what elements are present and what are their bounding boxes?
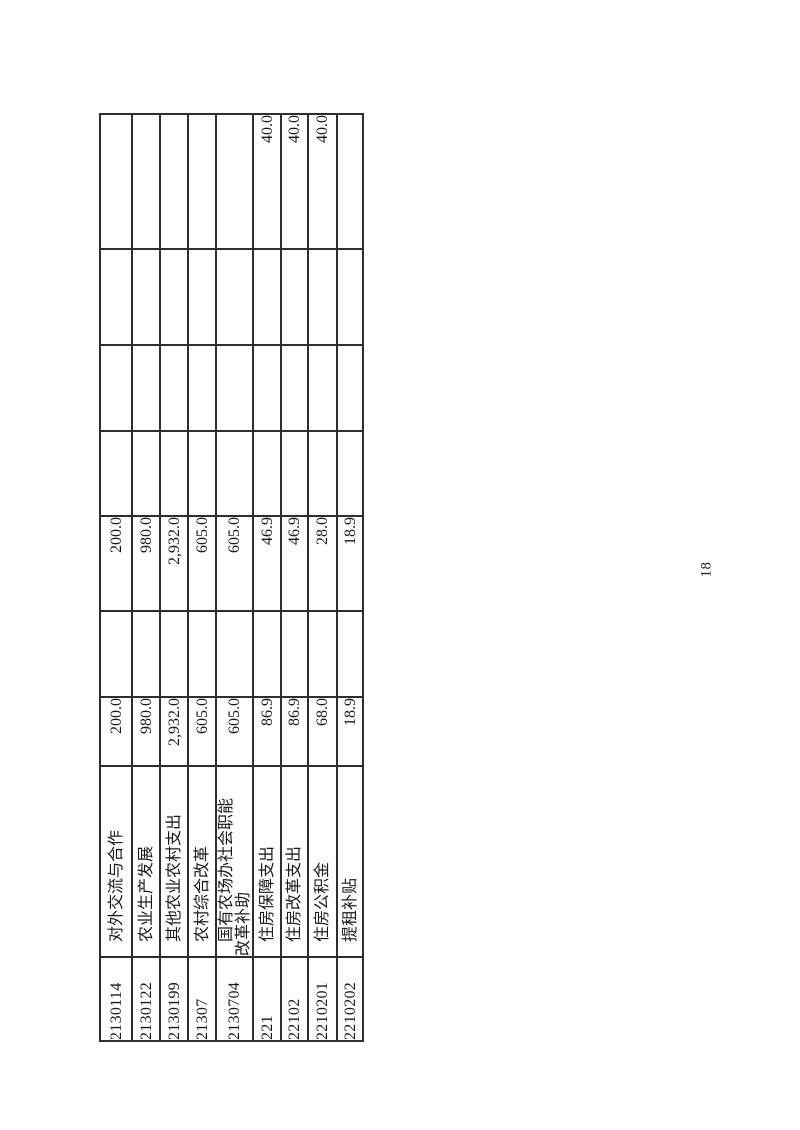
budget-amount-cell: 46.9 (281, 516, 308, 611)
budget-amount-cell: 86.9 (281, 697, 308, 766)
empty-cell (160, 611, 188, 697)
empty-cell (132, 611, 160, 697)
empty-cell (100, 431, 132, 516)
empty-cell (216, 611, 253, 697)
budget-amount-cell: 200.0 (100, 516, 132, 611)
table-row: 22102 住房改革支出 86.9 46.9 40.0 (281, 114, 308, 1041)
empty-cell (132, 114, 160, 249)
table-row: 2130114 对外交流与合作 200.0 200.0 (100, 114, 132, 1041)
empty-cell (308, 345, 337, 431)
budget-amount-cell: 28.0 (308, 516, 337, 611)
budget-amount-cell: 605.0 (216, 697, 253, 766)
budget-amount-cell: 2,932.0 (160, 697, 188, 766)
budget-name-cell: 提租补贴 (337, 766, 363, 957)
empty-cell (281, 249, 308, 345)
budget-code-cell: 21307 (188, 957, 216, 1041)
empty-cell (160, 431, 188, 516)
budget-amount-cell: 18.9 (337, 697, 363, 766)
budget-code-cell: 2210202 (337, 957, 363, 1041)
table-row: 21307 农村综合改革 605.0 605.0 (188, 114, 216, 1041)
empty-cell (188, 249, 216, 345)
empty-cell (160, 345, 188, 431)
empty-cell (216, 114, 253, 249)
empty-cell (188, 431, 216, 516)
budget-amount-cell: 605.0 (188, 697, 216, 766)
empty-cell (337, 611, 363, 697)
empty-cell (253, 431, 281, 516)
budget-amount-cell: 18.9 (337, 516, 363, 611)
empty-cell (308, 431, 337, 516)
rotated-budget-table-container: 2130114 对外交流与合作 200.0 200.0 2130122 农业生产发展 980… (99, 113, 364, 1042)
budget-amount-cell: 86.9 (253, 697, 281, 766)
empty-cell (337, 114, 363, 249)
empty-cell (337, 345, 363, 431)
empty-cell (253, 611, 281, 697)
budget-name-cell: 对外交流与合作 (100, 766, 132, 957)
table-row: 2130704 国有农场办社会职能 改革补助 605.0 605.0 (216, 114, 253, 1041)
empty-cell (216, 249, 253, 345)
table-row: 2210201 住房公积金 68.0 28.0 40.0 (308, 114, 337, 1041)
empty-cell (132, 345, 160, 431)
budget-amount-cell: 46.9 (253, 516, 281, 611)
empty-cell (100, 249, 132, 345)
budget-code-cell: 221 (253, 957, 281, 1041)
budget-code-cell: 2130122 (132, 957, 160, 1041)
budget-code-cell: 2130199 (160, 957, 188, 1041)
budget-name-cell: 住房保障支出 (253, 766, 281, 957)
table-row: 2130199 其他农业农村支出 2,932.0 2,932.0 (160, 114, 188, 1041)
empty-cell (132, 249, 160, 345)
empty-cell (188, 611, 216, 697)
budget-amount-cell: 605.0 (188, 516, 216, 611)
empty-cell (337, 431, 363, 516)
budget-code-cell: 2210201 (308, 957, 337, 1041)
empty-cell (253, 249, 281, 345)
budget-name-cell: 住房改革支出 (281, 766, 308, 957)
page-number-container: 18 (694, 556, 720, 582)
empty-cell (337, 249, 363, 345)
budget-amount-cell: 980.0 (132, 516, 160, 611)
empty-cell (100, 611, 132, 697)
table-row: 2210202 提租补贴 18.9 18.9 (337, 114, 363, 1041)
budget-amount-cell: 200.0 (100, 697, 132, 766)
empty-cell (100, 114, 132, 249)
empty-cell (253, 345, 281, 431)
budget-amount-cell: 605.0 (216, 516, 253, 611)
budget-amount-cell: 68.0 (308, 697, 337, 766)
empty-cell (100, 345, 132, 431)
budget-name-cell: 农业生产发展 (132, 766, 160, 957)
budget-name-cell: 国有农场办社会职能 改革补助 (216, 766, 253, 957)
empty-cell (188, 345, 216, 431)
budget-name-cell: 住房公积金 (308, 766, 337, 957)
empty-cell (281, 611, 308, 697)
budget-amount-cell: 40.0 (281, 114, 308, 249)
budget-name-cell: 农村综合改革 (188, 766, 216, 957)
empty-cell (308, 611, 337, 697)
table-row: 221 住房保障支出 86.9 46.9 40.0 (253, 114, 281, 1041)
empty-cell (308, 249, 337, 345)
budget-table: 2130114 对外交流与合作 200.0 200.0 2130122 农业生产发展 980… (99, 113, 364, 1042)
empty-cell (132, 431, 160, 516)
budget-amount-cell: 980.0 (132, 697, 160, 766)
budget-amount-cell: 2,932.0 (160, 516, 188, 611)
empty-cell (160, 114, 188, 249)
table-row: 2130122 农业生产发展 980.0 980.0 (132, 114, 160, 1041)
budget-amount-cell: 40.0 (308, 114, 337, 249)
budget-amount-cell: 40.0 (253, 114, 281, 249)
budget-name-cell: 其他农业农村支出 (160, 766, 188, 957)
budget-code-cell: 2130114 (100, 957, 132, 1041)
empty-cell (188, 114, 216, 249)
empty-cell (281, 431, 308, 516)
empty-cell (281, 345, 308, 431)
page-number: 18 (698, 561, 715, 577)
empty-cell (216, 431, 253, 516)
budget-code-cell: 22102 (281, 957, 308, 1041)
budget-code-cell: 2130704 (216, 957, 253, 1041)
empty-cell (216, 345, 253, 431)
empty-cell (160, 249, 188, 345)
